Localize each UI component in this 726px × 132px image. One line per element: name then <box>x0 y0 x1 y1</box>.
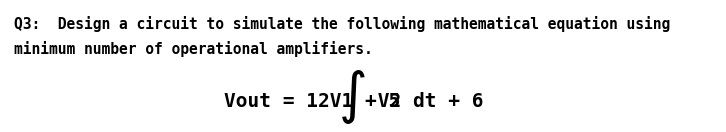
Text: minimum number of operational amplifiers.: minimum number of operational amplifiers… <box>14 41 372 57</box>
Text: $\int$: $\int$ <box>338 68 366 126</box>
Text: Vout = 12V1 + 5: Vout = 12V1 + 5 <box>224 92 400 111</box>
Text: V2 dt + 6: V2 dt + 6 <box>366 92 484 111</box>
Text: Q3:  Design a circuit to simulate the following mathematical equation using: Q3: Design a circuit to simulate the fol… <box>14 16 670 32</box>
